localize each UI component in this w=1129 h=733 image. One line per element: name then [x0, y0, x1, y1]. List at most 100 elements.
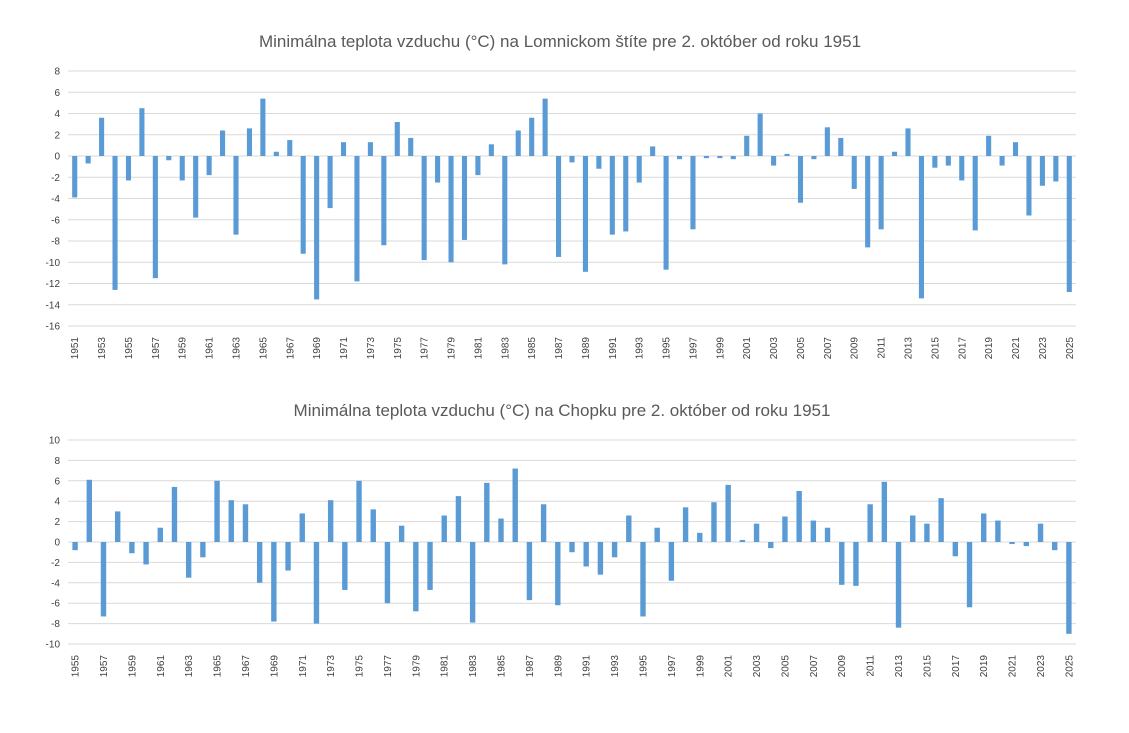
bar-2003 — [753, 523, 760, 542]
x-tick-label: 1979 — [447, 337, 458, 360]
y-tick-label: 8 — [54, 456, 60, 467]
bar-2021 — [1009, 542, 1015, 545]
x-tick-label: 1983 — [468, 655, 479, 678]
bar-1992 — [597, 542, 604, 575]
bar-1999 — [717, 156, 723, 159]
bar-2023 — [1037, 523, 1044, 542]
bar-1969 — [314, 156, 320, 300]
bar-1990 — [569, 542, 575, 553]
bar-1965 — [214, 480, 220, 542]
y-tick-label: -2 — [51, 173, 60, 184]
bar-1958 — [114, 511, 121, 542]
x-tick-label: 2017 — [957, 337, 968, 360]
x-tick-label: 1951 — [70, 337, 81, 360]
bar-1975 — [356, 480, 362, 542]
x-tick-label: 1985 — [497, 655, 508, 678]
bar-1992 — [623, 156, 629, 232]
chart-title: Minimálna teplota vzduchu (°C) na Chopku… — [294, 401, 831, 420]
x-tick-label: 1969 — [269, 655, 280, 678]
x-tick-label: 2001 — [724, 655, 735, 678]
x-tick-label: 1961 — [156, 655, 167, 678]
x-tick-label: 2005 — [780, 655, 791, 678]
y-tick-label: -4 — [51, 578, 60, 589]
x-tick-label: 1955 — [71, 655, 82, 678]
bar-1993 — [611, 542, 618, 558]
bar-1966 — [273, 151, 279, 156]
bar-1977 — [421, 156, 427, 261]
bar-1951 — [72, 156, 78, 198]
bar-1971 — [299, 513, 305, 542]
bar-1999 — [697, 532, 703, 542]
x-tick-label: 2007 — [823, 337, 834, 360]
bar-2017 — [952, 542, 959, 557]
y-tick-label: -6 — [51, 215, 60, 226]
x-tick-label: 1991 — [582, 655, 593, 678]
bar-1978 — [435, 156, 441, 183]
bar-2025 — [1066, 156, 1072, 292]
x-tick-label: 2021 — [1008, 655, 1019, 678]
bar-1995 — [663, 156, 669, 270]
x-tick-label: 1989 — [553, 655, 564, 678]
x-tick-label: 1969 — [312, 337, 323, 360]
x-tick-label: 2013 — [894, 655, 905, 678]
bar-1985 — [529, 117, 535, 156]
x-tick-label: 2015 — [930, 337, 941, 360]
bar-1964 — [200, 542, 206, 558]
x-tick-label: 1971 — [298, 655, 309, 678]
bar-2015 — [932, 156, 938, 168]
y-tick-label: -16 — [46, 322, 61, 333]
x-tick-label: 1973 — [326, 655, 337, 678]
x-tick-label: 1999 — [715, 337, 726, 360]
x-tick-label: 1995 — [638, 655, 649, 678]
bar-1988 — [540, 504, 547, 542]
x-tick-label: 1967 — [285, 337, 296, 360]
bar-1955 — [125, 156, 132, 181]
x-tick-label: 1977 — [420, 337, 431, 360]
bar-2016 — [945, 156, 951, 166]
x-tick-label: 2023 — [1036, 655, 1047, 678]
bar-1982 — [455, 496, 462, 542]
x-tick-label: 2009 — [837, 655, 848, 678]
bar-1983 — [469, 542, 476, 623]
bar-2025 — [1066, 542, 1072, 634]
bar-1972 — [313, 542, 320, 624]
x-tick-label: 1981 — [473, 337, 484, 360]
bar-2020 — [999, 156, 1005, 166]
bar-1961 — [206, 156, 212, 176]
y-tick-label: -6 — [51, 599, 60, 610]
bar-1984 — [484, 482, 490, 542]
x-tick-label: 2003 — [769, 337, 780, 360]
bar-2008 — [824, 527, 831, 542]
bar-1980 — [461, 156, 468, 240]
x-tick-label: 1971 — [339, 337, 350, 360]
bar-1967 — [287, 140, 293, 156]
bar-2013 — [905, 128, 911, 156]
bar-1989 — [582, 156, 588, 272]
bar-1959 — [179, 156, 185, 181]
bar-1976 — [370, 509, 376, 542]
x-tick-label: 1965 — [213, 655, 224, 678]
x-tick-label: 1987 — [525, 655, 536, 678]
bar-2000 — [730, 156, 736, 160]
bar-2001 — [725, 484, 731, 542]
x-tick-label: 1959 — [178, 337, 189, 360]
x-tick-label: 2007 — [809, 655, 820, 678]
bar-1982 — [488, 144, 494, 156]
bar-2016 — [938, 498, 944, 542]
bar-1991 — [583, 542, 589, 567]
bar-2008 — [838, 137, 844, 156]
bar-2005 — [782, 516, 788, 542]
y-tick-label: -8 — [51, 237, 60, 248]
y-tick-label: -8 — [51, 619, 60, 630]
bar-1955 — [72, 542, 78, 551]
x-tick-label: 2005 — [796, 337, 807, 360]
y-tick-label: -10 — [46, 258, 61, 269]
bar-1960 — [143, 542, 149, 565]
bar-2020 — [995, 520, 1001, 542]
bar-1979 — [448, 156, 454, 263]
bar-1973 — [327, 500, 334, 542]
y-tick-label: 2 — [54, 130, 60, 141]
y-tick-label: 6 — [54, 476, 60, 487]
bar-2002 — [757, 113, 763, 156]
